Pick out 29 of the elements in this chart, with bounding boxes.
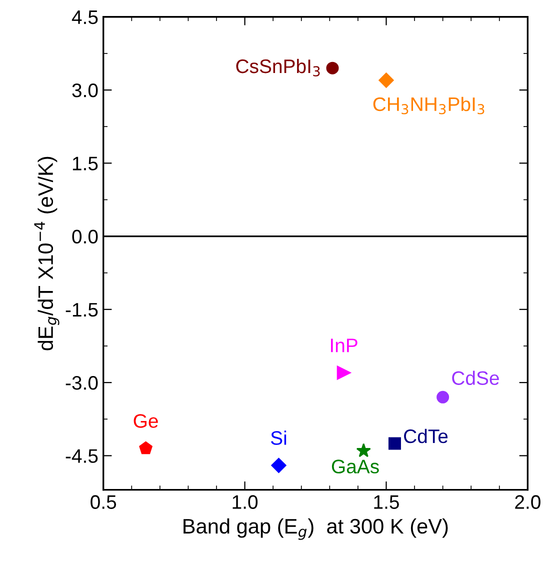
series-label: InP: [331, 338, 358, 352]
series-label: CdTe: [404, 428, 448, 444]
y-tick-label: 3.0: [72, 83, 98, 98]
y-tick-label: -4.5: [66, 449, 98, 463]
point: [388, 437, 401, 450]
point: [436, 390, 450, 404]
y-tick-label: 0.0: [72, 230, 98, 244]
x-tick-label: 0.5: [90, 495, 116, 509]
series-label: Si: [270, 430, 286, 445]
x-tick-label: 2.0: [515, 495, 540, 509]
point: [326, 62, 339, 74]
series-label: Ge: [134, 414, 158, 428]
y-axis-title: dE$_{g}$/dT X10$^{−4}$ (eV/K): [34, 156, 60, 350]
y-tick-label: -1.5: [66, 303, 98, 317]
point: [378, 72, 394, 88]
y-tick-label: 1.5: [72, 156, 98, 170]
x-tick-label: 1.5: [374, 495, 399, 509]
point: [271, 458, 286, 474]
point: [336, 366, 351, 380]
point: [356, 443, 371, 458]
series-label: CsSnPbI$_{3}$: [236, 58, 320, 76]
y-tick-label: -3.0: [66, 376, 98, 390]
x-tick-label: 1.0: [232, 495, 258, 509]
series-label: CH$_{3}$NH$_{3}$PbI$_{3}$: [373, 96, 484, 114]
x-axis-title: Band gap (E$_{g}$) at 300 K (eV): [184, 518, 448, 540]
y-tick-label: 4.5: [72, 10, 98, 24]
point: [139, 441, 152, 454]
series-label: CdSe: [452, 370, 499, 385]
series-label: GaAs: [332, 460, 379, 474]
